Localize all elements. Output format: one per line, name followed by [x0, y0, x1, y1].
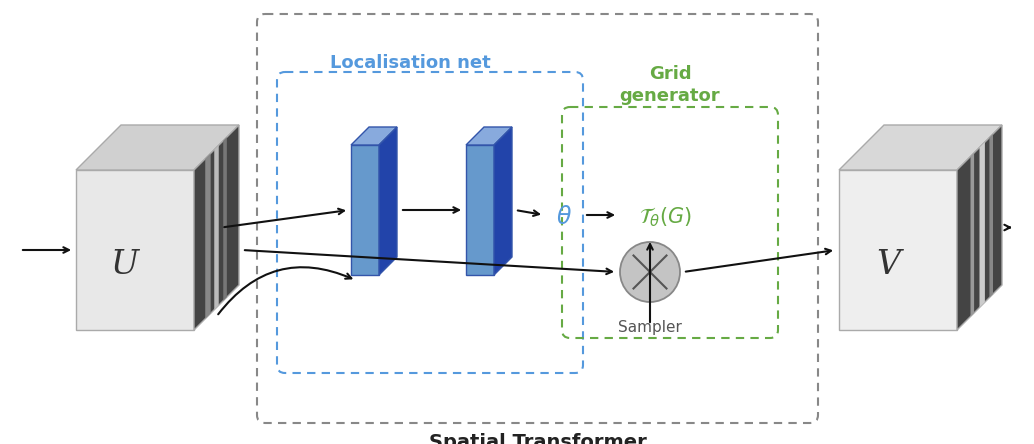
Polygon shape [351, 145, 379, 275]
Polygon shape [223, 137, 226, 301]
Polygon shape [839, 125, 1002, 170]
Text: Sampler: Sampler [618, 320, 682, 335]
Polygon shape [194, 125, 239, 330]
Polygon shape [466, 127, 512, 145]
Polygon shape [466, 145, 494, 275]
Polygon shape [214, 145, 219, 310]
Text: Grid
generator: Grid generator [619, 65, 721, 105]
Text: $\mathcal{T}_\theta(G)$: $\mathcal{T}_\theta(G)$ [639, 205, 693, 229]
Text: $\theta$: $\theta$ [556, 205, 572, 229]
Polygon shape [77, 170, 194, 330]
Polygon shape [839, 170, 957, 330]
Circle shape [620, 242, 680, 302]
Text: Spatial Transformer: Spatial Transformer [429, 433, 646, 444]
Polygon shape [979, 142, 985, 308]
Text: Localisation net: Localisation net [330, 54, 490, 72]
Text: V: V [876, 249, 900, 281]
Polygon shape [206, 153, 211, 319]
Text: U: U [111, 249, 139, 281]
Polygon shape [379, 127, 397, 275]
Polygon shape [971, 153, 974, 317]
Polygon shape [990, 134, 993, 297]
Polygon shape [494, 127, 512, 275]
Polygon shape [351, 127, 397, 145]
Polygon shape [957, 125, 1002, 330]
Polygon shape [77, 125, 239, 170]
